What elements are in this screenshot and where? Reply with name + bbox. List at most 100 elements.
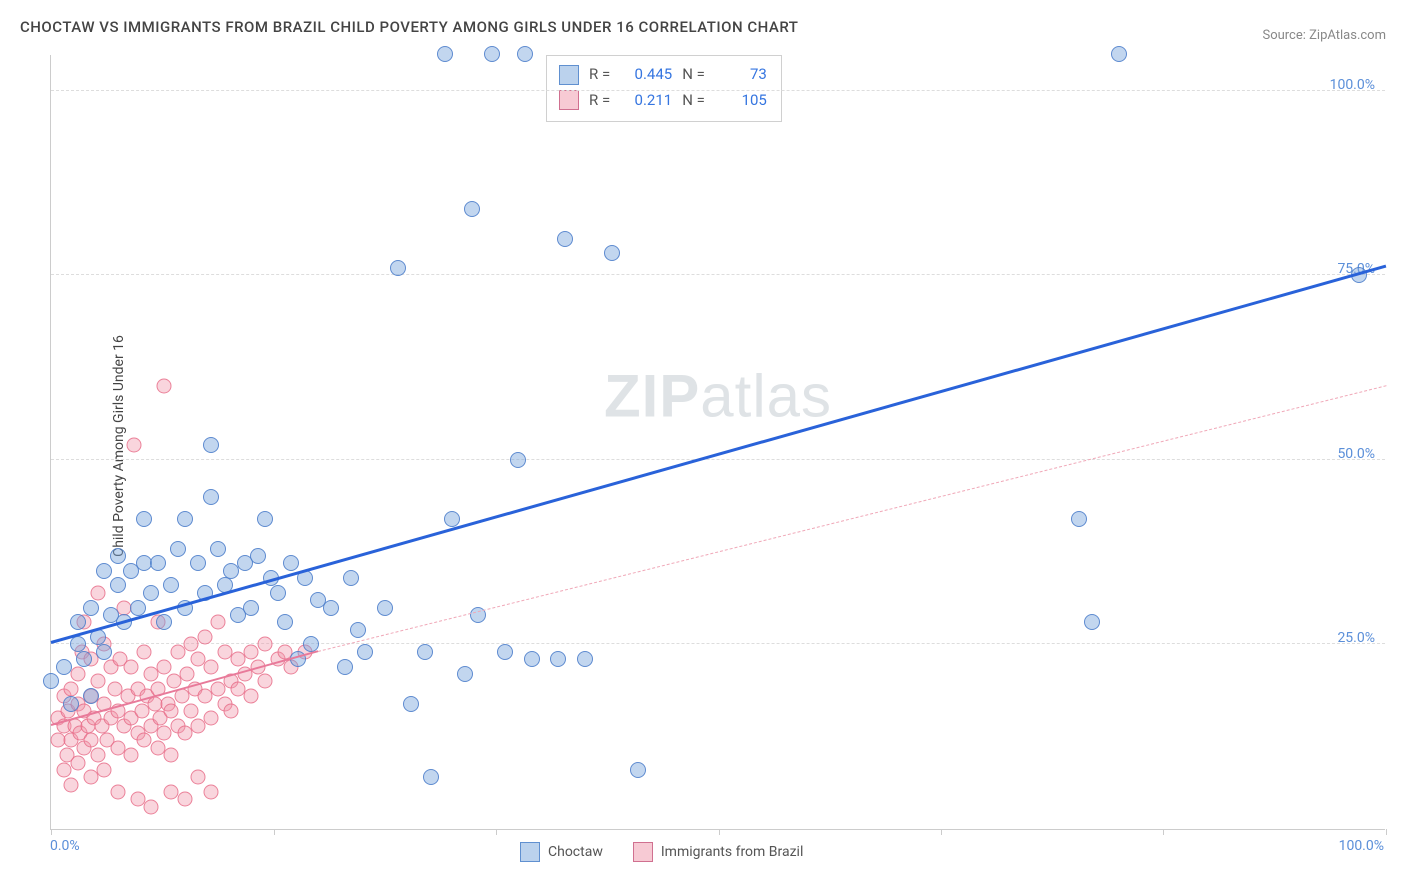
data-point bbox=[497, 644, 513, 660]
data-point bbox=[1111, 46, 1127, 62]
data-point bbox=[210, 615, 225, 630]
data-point bbox=[517, 46, 533, 62]
data-point bbox=[257, 674, 272, 689]
data-point bbox=[163, 577, 179, 593]
data-point bbox=[630, 762, 646, 778]
x-axis-max-label: 100.0% bbox=[1339, 838, 1384, 854]
source-attribution: Source: ZipAtlas.com bbox=[1262, 28, 1386, 43]
data-point bbox=[190, 770, 205, 785]
swatch-icon bbox=[633, 842, 653, 862]
data-point bbox=[184, 703, 199, 718]
data-point bbox=[143, 585, 159, 601]
data-point bbox=[343, 570, 359, 586]
data-point bbox=[130, 600, 146, 616]
data-point bbox=[197, 630, 212, 645]
data-point bbox=[437, 46, 453, 62]
data-point bbox=[484, 46, 500, 62]
data-point bbox=[510, 452, 526, 468]
trend-line bbox=[51, 265, 1387, 644]
data-point bbox=[250, 548, 266, 564]
swatch-icon bbox=[559, 65, 579, 85]
data-point bbox=[84, 733, 99, 748]
data-point bbox=[203, 437, 219, 453]
y-tick-label: 25.0% bbox=[1337, 630, 1375, 646]
data-point bbox=[1071, 511, 1087, 527]
data-point bbox=[203, 489, 219, 505]
data-point bbox=[457, 666, 473, 682]
data-point bbox=[164, 703, 179, 718]
data-point bbox=[180, 667, 195, 682]
x-tick bbox=[719, 829, 720, 835]
series-legend: Choctaw Immigrants from Brazil bbox=[520, 842, 803, 862]
data-point bbox=[96, 644, 112, 660]
data-point bbox=[524, 651, 540, 667]
data-point bbox=[110, 548, 126, 564]
legend-row-choctaw: R = 0.445 N = 73 bbox=[559, 62, 767, 88]
gridline bbox=[51, 459, 1385, 460]
data-point bbox=[323, 600, 339, 616]
data-point bbox=[157, 379, 172, 394]
data-point bbox=[464, 201, 480, 217]
data-point bbox=[270, 585, 286, 601]
data-point bbox=[337, 659, 353, 675]
data-point bbox=[170, 541, 186, 557]
data-point bbox=[144, 799, 159, 814]
x-axis-min-label: 0.0% bbox=[50, 838, 80, 854]
data-point bbox=[243, 600, 259, 616]
data-point bbox=[157, 659, 172, 674]
swatch-icon bbox=[559, 90, 579, 110]
data-point bbox=[1084, 614, 1100, 630]
data-point bbox=[96, 563, 112, 579]
chart-title: CHOCTAW VS IMMIGRANTS FROM BRAZIL CHILD … bbox=[20, 18, 798, 36]
data-point bbox=[390, 260, 406, 276]
data-point bbox=[76, 651, 92, 667]
data-point bbox=[224, 703, 239, 718]
data-point bbox=[83, 688, 99, 704]
data-point bbox=[64, 681, 79, 696]
data-point bbox=[83, 600, 99, 616]
legend-item-choctaw: Choctaw bbox=[520, 842, 603, 862]
trend-line bbox=[318, 385, 1386, 652]
data-point bbox=[110, 785, 125, 800]
data-point bbox=[63, 696, 79, 712]
swatch-icon bbox=[520, 842, 540, 862]
data-point bbox=[403, 696, 419, 712]
y-tick-label: 50.0% bbox=[1337, 446, 1375, 462]
data-point bbox=[110, 577, 126, 593]
data-point bbox=[210, 541, 226, 557]
data-point bbox=[377, 600, 393, 616]
data-point bbox=[283, 555, 299, 571]
data-point bbox=[257, 637, 272, 652]
x-tick bbox=[51, 829, 52, 835]
data-point bbox=[204, 785, 219, 800]
data-point bbox=[137, 644, 152, 659]
data-point bbox=[90, 748, 105, 763]
gridline bbox=[51, 274, 1385, 275]
data-point bbox=[277, 614, 293, 630]
data-point bbox=[156, 614, 172, 630]
x-tick bbox=[941, 829, 942, 835]
data-point bbox=[90, 674, 105, 689]
data-point bbox=[357, 644, 373, 660]
data-point bbox=[190, 555, 206, 571]
watermark: ZIPatlas bbox=[604, 361, 832, 430]
x-tick bbox=[1386, 829, 1387, 835]
gridline bbox=[51, 90, 1385, 91]
data-point bbox=[417, 644, 433, 660]
data-point bbox=[70, 636, 86, 652]
data-point bbox=[43, 673, 59, 689]
legend-row-brazil: R = 0.211 N = 105 bbox=[559, 88, 767, 114]
legend-item-brazil: Immigrants from Brazil bbox=[633, 842, 804, 862]
x-tick bbox=[1163, 829, 1164, 835]
data-point bbox=[557, 231, 573, 247]
data-point bbox=[204, 659, 219, 674]
data-point bbox=[124, 748, 139, 763]
data-point bbox=[177, 792, 192, 807]
data-point bbox=[244, 689, 259, 704]
data-point bbox=[350, 622, 366, 638]
x-tick bbox=[496, 829, 497, 835]
data-point bbox=[444, 511, 460, 527]
plot-area: ZIPatlas R = 0.445 N = 73 R = 0.211 N = … bbox=[50, 55, 1385, 830]
data-point bbox=[164, 748, 179, 763]
data-point bbox=[550, 651, 566, 667]
